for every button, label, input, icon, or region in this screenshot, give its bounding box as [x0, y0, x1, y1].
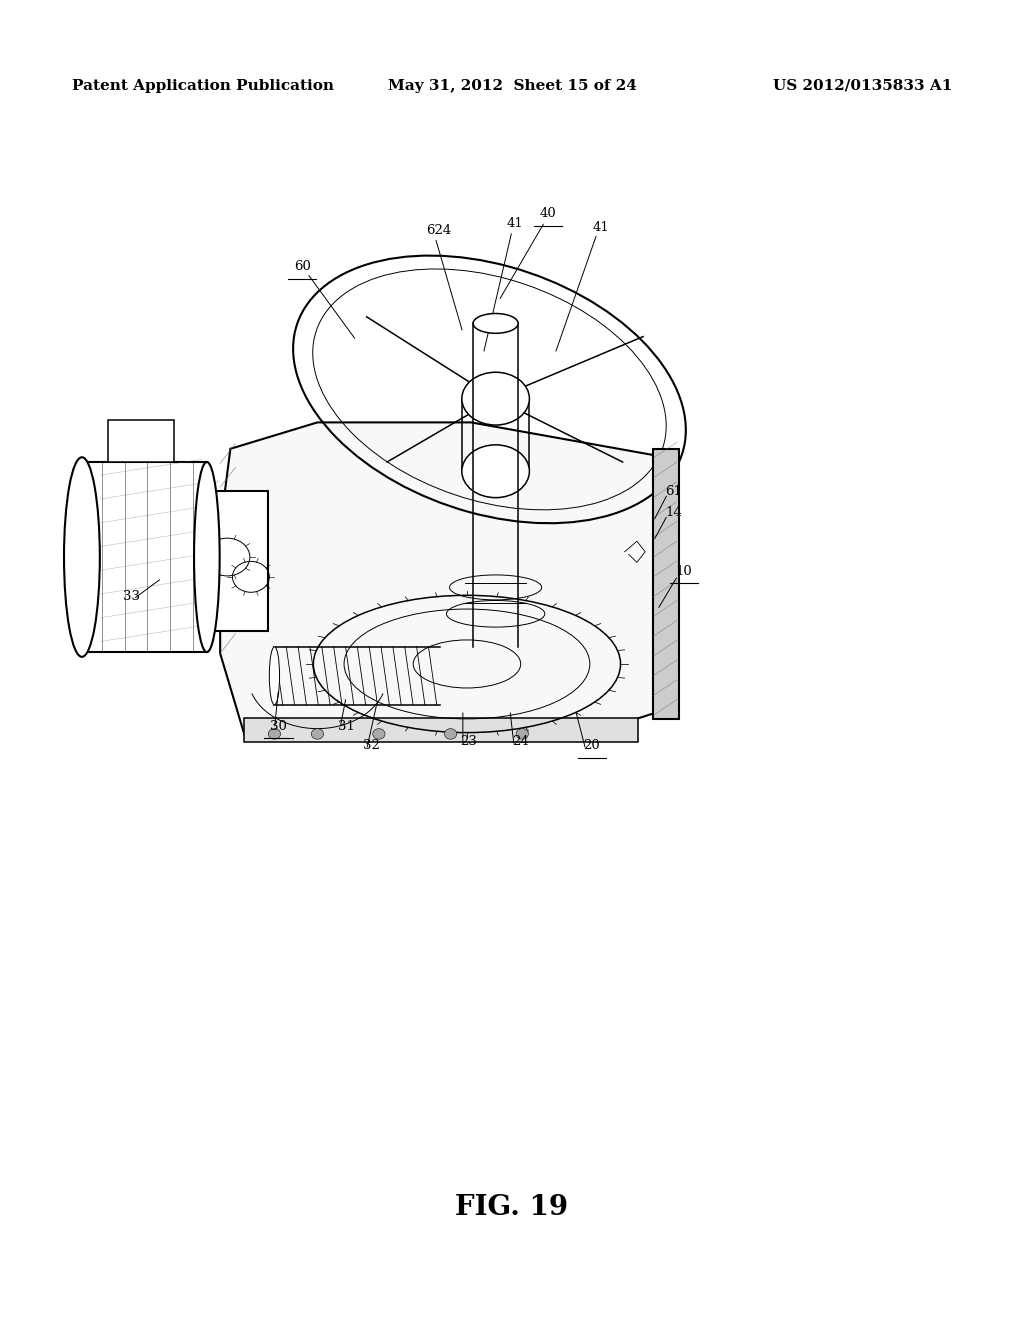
Text: 61: 61: [666, 484, 682, 498]
Text: 30: 30: [270, 719, 287, 733]
Text: 20: 20: [584, 739, 600, 752]
Ellipse shape: [63, 457, 100, 657]
Text: 32: 32: [364, 739, 380, 752]
Ellipse shape: [195, 462, 220, 652]
Ellipse shape: [268, 729, 281, 739]
Text: 41: 41: [507, 216, 523, 230]
Text: 14: 14: [666, 506, 682, 519]
Text: FIG. 19: FIG. 19: [456, 1195, 568, 1221]
Text: 31: 31: [338, 719, 354, 733]
Text: 60: 60: [294, 260, 310, 273]
Ellipse shape: [269, 647, 280, 705]
Text: 624: 624: [426, 224, 451, 238]
Ellipse shape: [462, 372, 529, 425]
Polygon shape: [220, 422, 666, 739]
Ellipse shape: [444, 729, 457, 739]
Ellipse shape: [373, 729, 385, 739]
Text: Patent Application Publication: Patent Application Publication: [72, 79, 334, 92]
Bar: [203, 491, 268, 631]
Text: 41: 41: [593, 220, 609, 234]
Text: 24: 24: [512, 735, 528, 748]
Ellipse shape: [473, 314, 518, 333]
Text: 23: 23: [461, 735, 477, 748]
Bar: [244, 718, 638, 742]
Text: 40: 40: [540, 207, 556, 220]
Ellipse shape: [311, 729, 324, 739]
Bar: [653, 449, 679, 719]
Text: 10: 10: [676, 565, 692, 578]
Ellipse shape: [462, 445, 529, 498]
Text: May 31, 2012  Sheet 15 of 24: May 31, 2012 Sheet 15 of 24: [387, 79, 637, 92]
Bar: [108, 420, 174, 462]
Text: 33: 33: [123, 590, 139, 603]
Ellipse shape: [516, 729, 528, 739]
Text: US 2012/0135833 A1: US 2012/0135833 A1: [773, 79, 952, 92]
